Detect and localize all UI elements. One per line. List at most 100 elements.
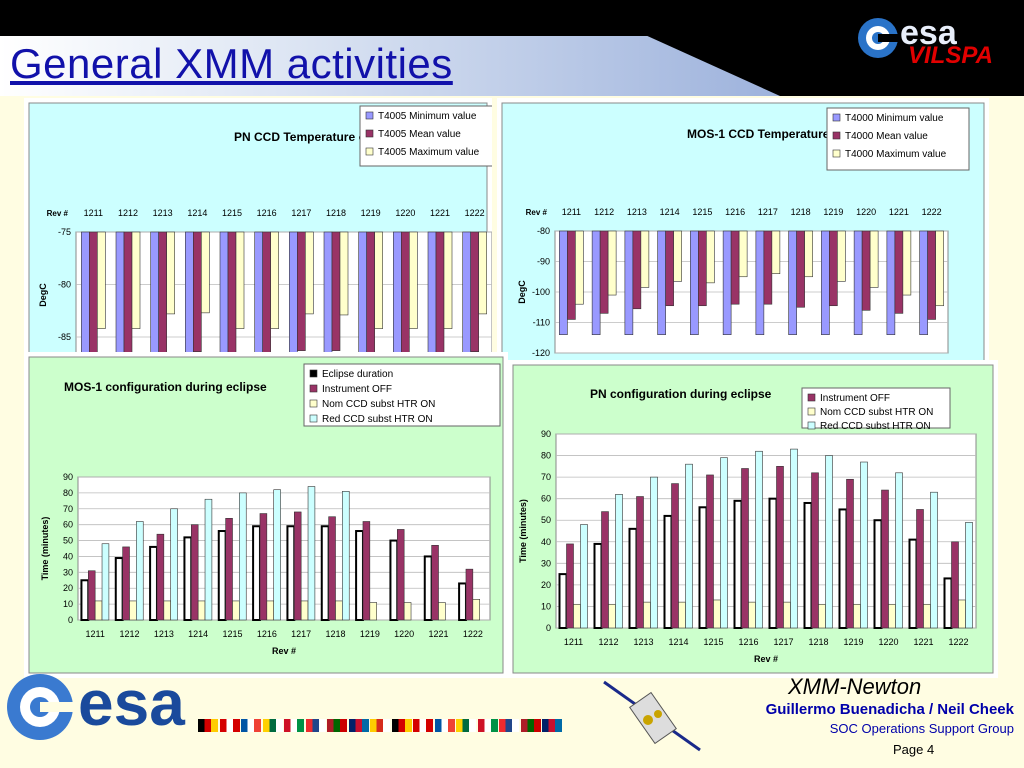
bar-t4000-mean-value xyxy=(829,230,838,307)
y-tick-label: 30 xyxy=(541,558,551,568)
bar-t4005-maximum-value xyxy=(235,231,245,329)
x-tick-label: 1214 xyxy=(668,637,688,647)
bar-t4000-minimum-value xyxy=(886,230,896,335)
bar-red-ccd-subst-htr-on xyxy=(273,489,281,621)
chart-svg: PN configuration during eclipse 0 10 20 30 40… xyxy=(512,364,994,674)
legend-label: Instrument OFF xyxy=(322,384,392,395)
y-tick-label: -80 xyxy=(537,226,550,236)
bar-t4005-minimum-value xyxy=(150,231,159,357)
bar-t4005-minimum-value xyxy=(323,231,333,357)
bar-eclipse-duration xyxy=(217,530,227,621)
x-tick-label: 1221 xyxy=(913,637,933,647)
bar-instrument-off xyxy=(846,478,854,629)
bar-t4000-mean-value xyxy=(894,230,904,314)
legend-swatch xyxy=(832,131,841,140)
x-tick-label: 1220 xyxy=(878,637,898,647)
bar-nom-ccd-subst-htr-on xyxy=(958,599,966,629)
bar-t4005-mean-value xyxy=(227,231,237,354)
bar-t4005-mean-value xyxy=(435,231,445,354)
bar-eclipse-duration xyxy=(183,536,193,621)
x-tick-label: 1215 xyxy=(222,629,242,639)
x-tick-label: 1212 xyxy=(118,208,138,218)
x-axis-label: Rev # xyxy=(47,209,69,218)
x-tick-label: 1221 xyxy=(889,207,909,217)
y-tick-label: 10 xyxy=(63,599,73,609)
x-tick-label: 1217 xyxy=(291,208,311,218)
bar-t4000-mean-value xyxy=(927,230,936,320)
mos1-eclipse-configuration-chart: MOS-1 configuration during eclipse 0 10 20 3… xyxy=(24,352,508,678)
bar-instrument-off xyxy=(122,546,130,621)
mos1-ccd-temperature-chart: MOS-1 CCD Temperature evolution -80 -90 -10… xyxy=(497,98,989,390)
bar-instrument-off xyxy=(156,533,165,621)
x-tick-label: 1220 xyxy=(394,629,414,639)
bar-t4000-maximum-value xyxy=(607,230,617,296)
x-tick-label: 1211 xyxy=(562,207,581,217)
bar-eclipse xyxy=(663,514,673,630)
bar-t4005-mean-value xyxy=(297,231,306,351)
bar-eclipse xyxy=(558,573,568,630)
xmm-satellite-icon xyxy=(603,680,701,752)
legend-box xyxy=(801,387,951,429)
logo-esa-text: esa xyxy=(900,14,957,52)
x-tick-label: 1215 xyxy=(692,207,712,217)
bar-nom-ccd-subst-htr-on xyxy=(232,600,240,621)
x-axis-label: Rev # xyxy=(754,654,778,664)
x-tick-label: 1216 xyxy=(257,208,277,218)
y-tick-label: -75 xyxy=(58,227,71,237)
flag-icon xyxy=(262,719,283,732)
bar-t4000-maximum-value xyxy=(738,230,748,278)
bar-instrument-off xyxy=(741,468,749,629)
bar-eclipse-duration xyxy=(355,530,364,621)
bar-nom-ccd-subst-htr-on xyxy=(853,603,861,629)
flag-icon xyxy=(499,719,519,732)
flag-icon xyxy=(413,719,433,732)
legend-label: Nom CCD subst HTR ON xyxy=(820,407,933,418)
bar-t4005-mean-value xyxy=(89,231,98,354)
bar-instrument-off xyxy=(706,474,714,629)
bar-instrument-off xyxy=(191,524,199,621)
bar-t4005-maximum-value xyxy=(409,231,418,329)
x-tick-label: 1218 xyxy=(326,208,346,218)
bar-instrument-off xyxy=(951,541,959,629)
mission-name: XMM-Newton xyxy=(788,674,922,699)
x-tick-label: 1222 xyxy=(922,207,942,217)
bar-nom-ccd-subst-htr-on xyxy=(573,603,581,629)
bar-red-ccd-subst-htr-on xyxy=(825,455,833,629)
y-tick-label: 40 xyxy=(63,551,73,561)
bar-eclipse-duration xyxy=(320,525,330,621)
legend-box xyxy=(359,105,492,167)
y-tick-label: 0 xyxy=(546,623,551,633)
y-tick-label: -90 xyxy=(537,257,550,267)
bar-eclipse-duration xyxy=(286,525,296,621)
bar-t4005-minimum-value xyxy=(427,231,437,357)
bar-t4005-minimum-value xyxy=(462,231,471,357)
legend-label: Nom CCD subst HTR ON xyxy=(322,399,435,410)
bar-t4000-minimum-value xyxy=(755,230,765,335)
bar-eclipse xyxy=(838,508,848,629)
bar-t4000-mean-value xyxy=(632,230,642,310)
bar-t4005-maximum-value xyxy=(270,231,279,329)
flag-icon xyxy=(348,719,369,732)
bar-instrument-off xyxy=(259,513,268,621)
bar-t4000-minimum-value xyxy=(591,230,601,335)
bar-red-ccd-subst-htr-on xyxy=(650,476,658,629)
bar-instrument-off xyxy=(811,472,819,629)
x-tick-label: 1218 xyxy=(791,207,811,217)
legend-swatch xyxy=(309,414,318,423)
bar-t4000-maximum-value xyxy=(804,230,813,278)
bar-t4000-minimum-value xyxy=(624,230,634,335)
x-tick-label: 1219 xyxy=(360,629,380,639)
flag-icon xyxy=(284,719,304,732)
x-tick-label: 1217 xyxy=(291,629,311,639)
x-tick-label: 1221 xyxy=(428,629,448,639)
x-tick-label: 1213 xyxy=(627,207,647,217)
bar-instrument-off xyxy=(88,570,96,621)
chart-title: MOS-1 configuration during eclipse xyxy=(64,380,267,394)
bar-red-ccd-subst-htr-on xyxy=(755,450,763,629)
bar-nom-ccd-subst-htr-on xyxy=(888,603,896,629)
x-axis-label: Rev # xyxy=(526,208,548,217)
y-tick-label: 90 xyxy=(63,472,73,482)
flag-icon xyxy=(542,719,562,732)
chart-title: PN configuration during eclipse xyxy=(590,387,772,401)
flag-icon xyxy=(327,719,347,732)
